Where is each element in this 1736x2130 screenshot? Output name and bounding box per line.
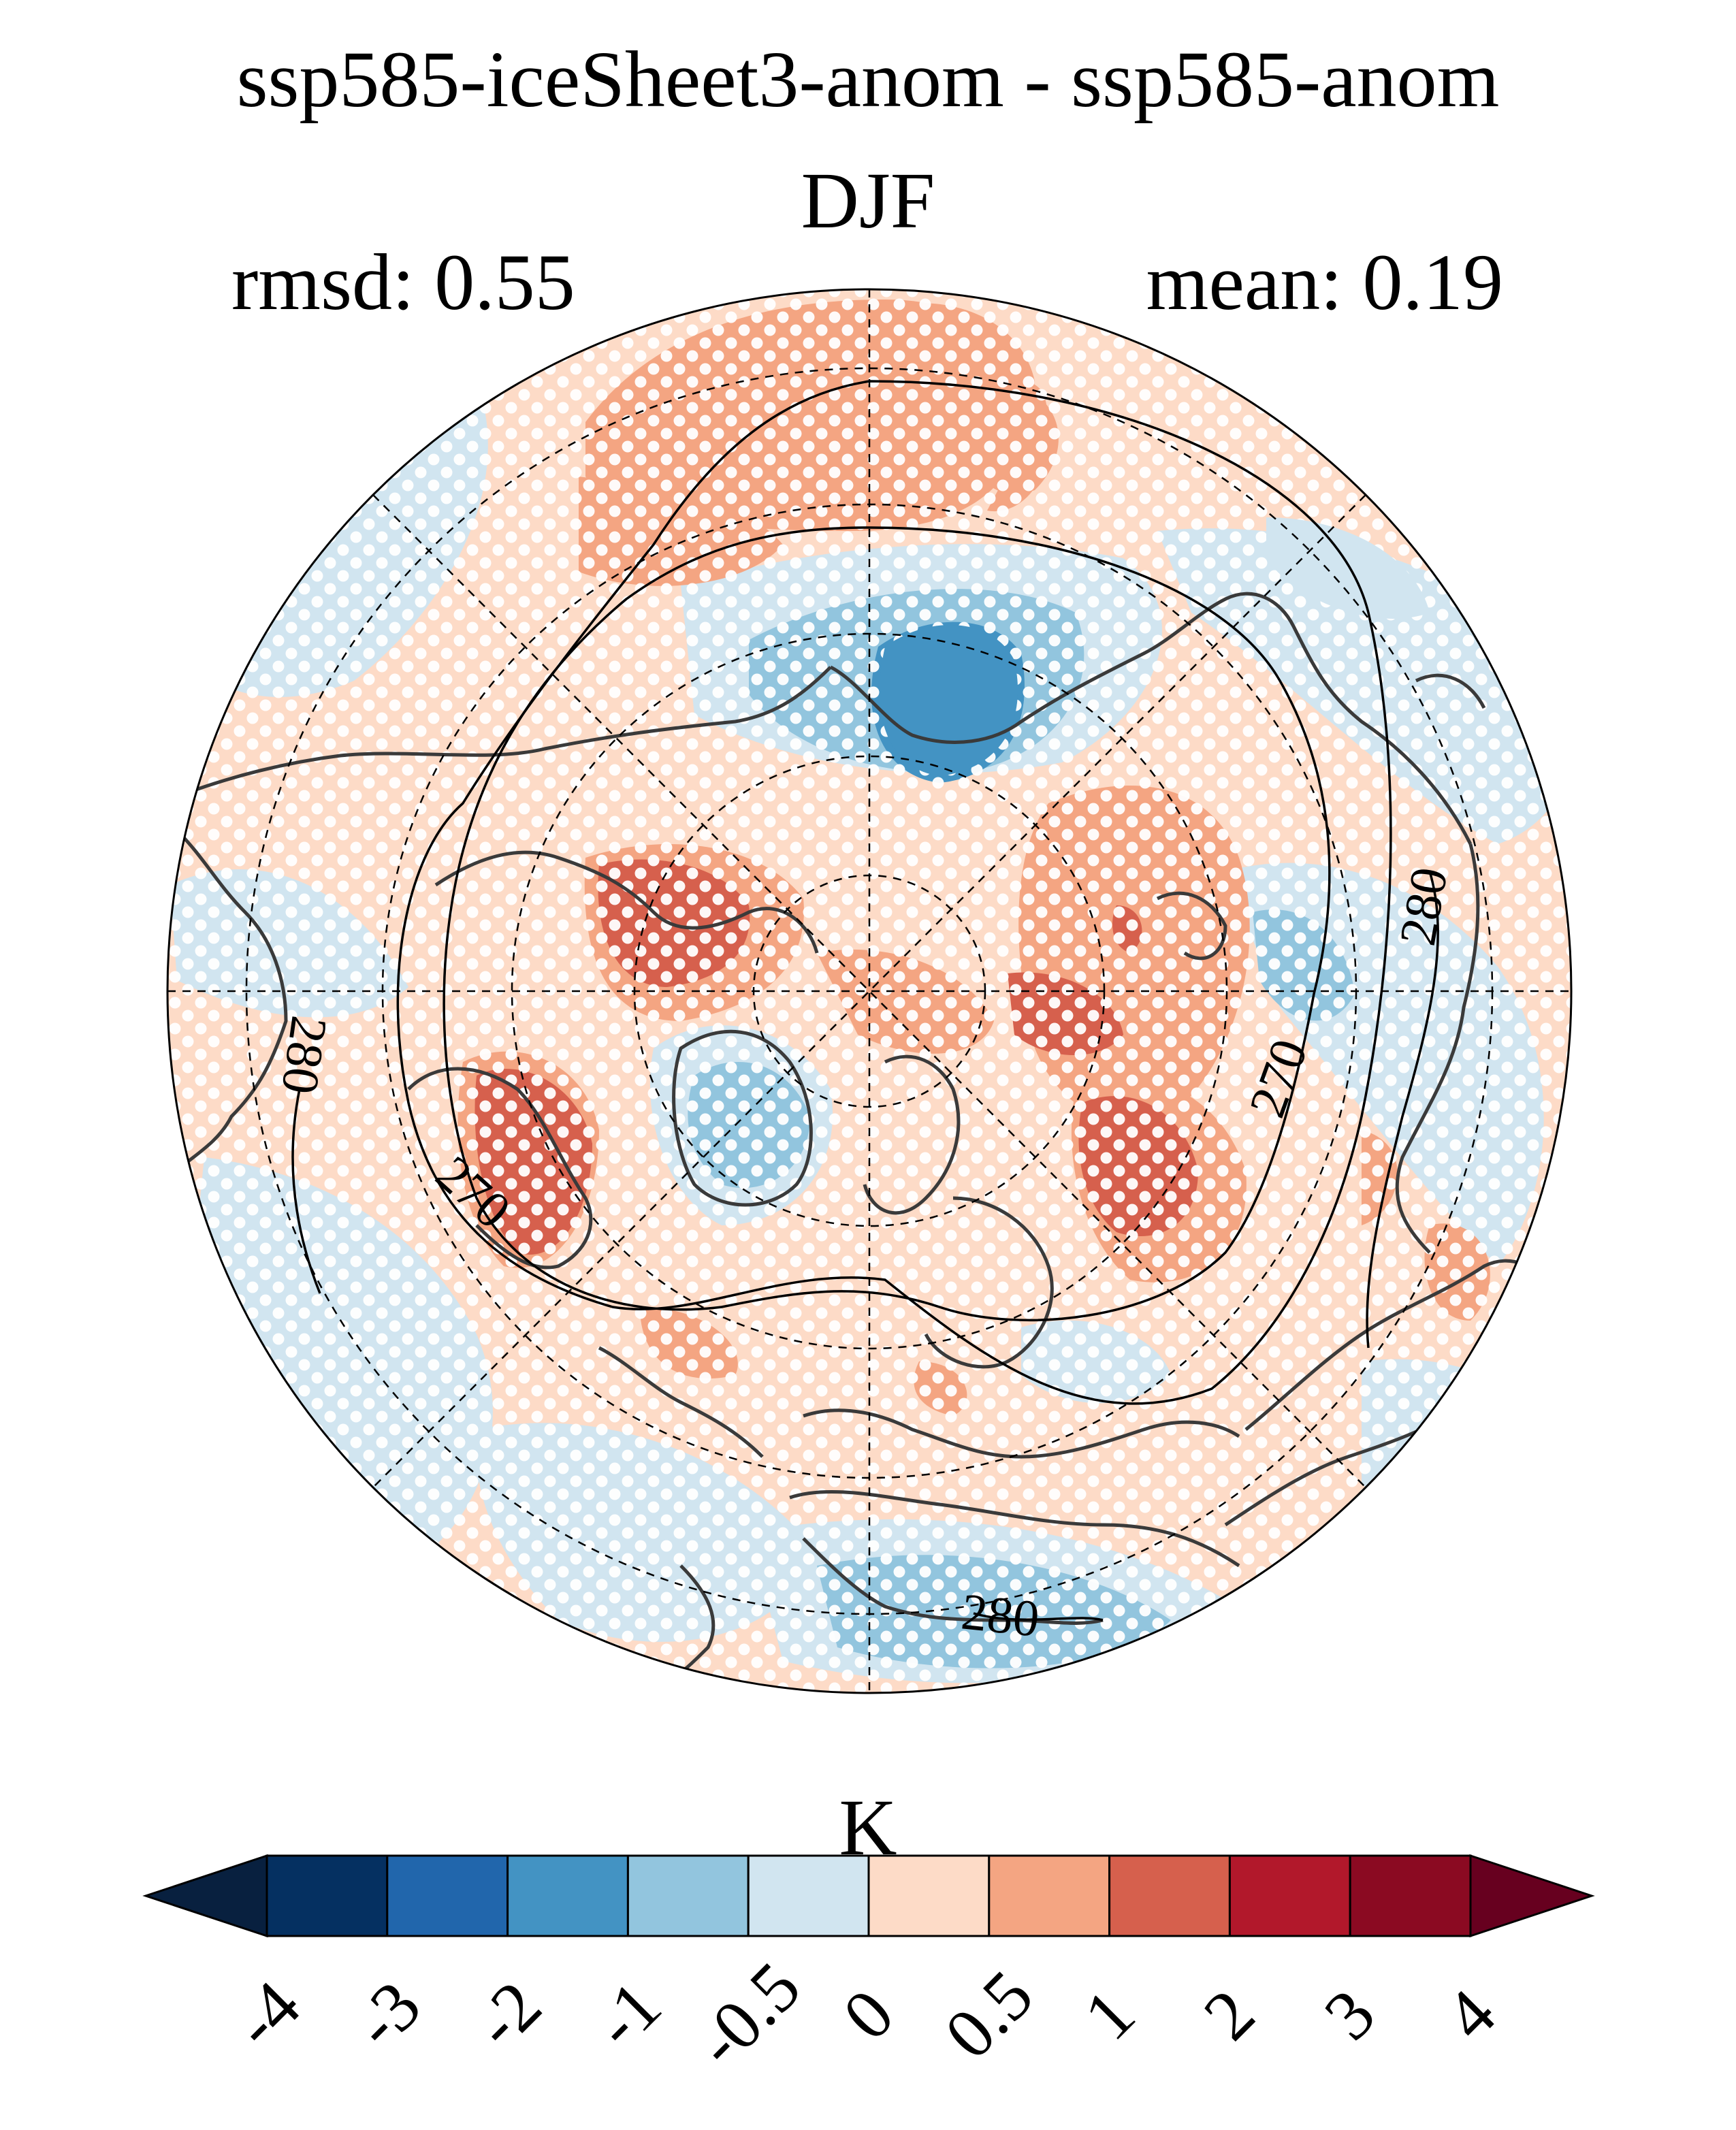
map-disk: 280 270 270 280 280: [167, 289, 1571, 1693]
colorbar-bin: [266, 1854, 389, 1937]
colorbar: [142, 1854, 1595, 1938]
climatology-contours: [291, 380, 1439, 1621]
colorbar-unit: K: [839, 1783, 897, 1872]
colorbar-bin: [386, 1854, 509, 1937]
mean-value: mean: 0.19: [1146, 238, 1503, 327]
significance-stippling: [167, 289, 1571, 1693]
colorbar-bin: [626, 1854, 750, 1937]
colorbar-bin: [1349, 1854, 1472, 1937]
colorbar-extend-high: [1469, 1854, 1595, 1938]
colorbar-bin: [1228, 1854, 1351, 1937]
map-boundary: [166, 288, 1573, 1694]
colorbar-bin: [1108, 1854, 1231, 1937]
contour-label-280-right: 280: [1389, 863, 1459, 950]
season-label: DJF: [801, 156, 935, 245]
colorbar-bin: [988, 1854, 1111, 1937]
figure-title: ssp585-iceSheet3-anom - ssp585-anom: [236, 35, 1500, 124]
rmsd-value: rmsd: 0.55: [231, 238, 575, 327]
contour-label-280-left: 280: [270, 1013, 338, 1098]
graticule: [167, 289, 1571, 1693]
contour-label-280-bottom: 280: [959, 1583, 1042, 1647]
